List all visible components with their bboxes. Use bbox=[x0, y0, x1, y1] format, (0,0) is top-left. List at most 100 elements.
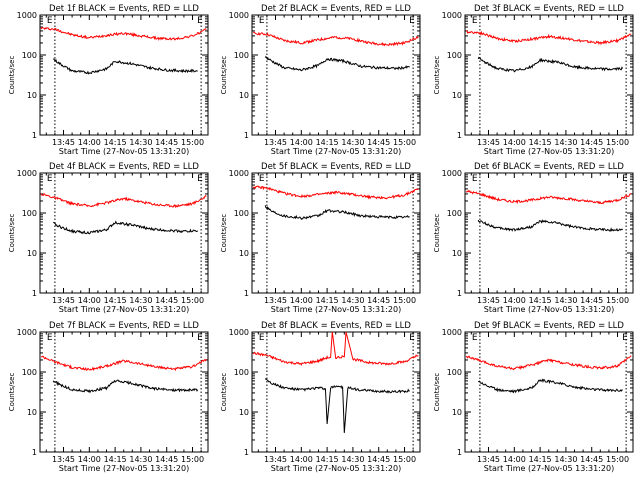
event-marker-label: E bbox=[259, 333, 265, 343]
events-series-line bbox=[264, 378, 410, 433]
chart-panel-1: Det 1f BLACK = Events, RED = LLD 1 10 100 10… bbox=[8, 4, 209, 156]
y-tick-label: 10 bbox=[239, 249, 249, 258]
y-tick-label: 1000 bbox=[229, 169, 249, 178]
x-axis-label: Start Time (27-Nov-05 13:31:20) bbox=[59, 305, 189, 314]
chart-panel-3: Det 3f BLACK = Events, RED = LLD 1 10 100 10… bbox=[433, 4, 634, 156]
x-tick-label: 14:30 bbox=[341, 455, 364, 464]
x-tick-label: 13:45 bbox=[264, 455, 287, 464]
y-axis-label: Counts/sec bbox=[8, 373, 16, 412]
x-tick-label: 14:00 bbox=[290, 296, 313, 305]
x-tick-label: 14:15 bbox=[104, 296, 127, 305]
events-series-line bbox=[478, 378, 623, 394]
panel-title: Det 2f BLACK = Events, RED = LLD bbox=[261, 4, 411, 14]
x-tick-label: 14:30 bbox=[129, 455, 152, 464]
event-marker-label: E bbox=[472, 333, 478, 343]
x-tick-label: 13:45 bbox=[477, 296, 500, 305]
y-tick-label: 10 bbox=[239, 408, 249, 417]
event-marker-label: E bbox=[197, 333, 203, 343]
x-tick-label: 13:45 bbox=[52, 455, 75, 464]
y-tick-label: 100 bbox=[447, 209, 462, 218]
panel-title: Det 6f BLACK = Events, RED = LLD bbox=[474, 162, 624, 172]
y-tick-label: 1000 bbox=[442, 328, 462, 337]
y-tick-label: 1 bbox=[32, 448, 37, 457]
lld-series-line bbox=[40, 26, 207, 41]
y-tick-label: 1000 bbox=[442, 11, 462, 20]
y-tick-label: 1 bbox=[457, 131, 462, 140]
event-marker-label: E bbox=[197, 174, 203, 184]
y-tick-label: 1 bbox=[244, 131, 249, 140]
y-tick-label: 1000 bbox=[229, 328, 249, 337]
x-tick-label: 14:45 bbox=[580, 138, 603, 147]
x-tick-label: 14:15 bbox=[104, 138, 127, 147]
y-axis-label: Counts/sec bbox=[220, 56, 228, 95]
lld-series-line bbox=[252, 185, 419, 200]
panel-title: Det 4f BLACK = Events, RED = LLD bbox=[49, 162, 199, 172]
events-series-line bbox=[477, 56, 624, 73]
x-tick-label: 14:45 bbox=[155, 455, 178, 464]
y-tick-label: 1 bbox=[457, 448, 462, 457]
x-tick-label: 14:00 bbox=[78, 296, 101, 305]
y-tick-label: 1000 bbox=[17, 11, 37, 20]
x-tick-label: 13:45 bbox=[477, 455, 500, 464]
x-axis-label: Start Time (27-Nov-05 13:31:20) bbox=[271, 464, 401, 473]
event-marker-label: E bbox=[622, 333, 628, 343]
lld-series-line bbox=[465, 189, 632, 205]
y-tick-label: 1000 bbox=[17, 169, 37, 178]
x-tick-label: 14:15 bbox=[529, 455, 552, 464]
y-tick-label: 100 bbox=[447, 368, 462, 377]
y-tick-label: 100 bbox=[22, 51, 37, 60]
event-marker-label: E bbox=[259, 16, 265, 26]
x-tick-label: 14:00 bbox=[503, 296, 526, 305]
y-axis-label: Counts/sec bbox=[433, 373, 441, 412]
x-tick-label: 14:15 bbox=[316, 138, 339, 147]
x-tick-label: 15:00 bbox=[606, 138, 629, 147]
event-marker-label: E bbox=[47, 333, 53, 343]
x-tick-label: 14:15 bbox=[316, 455, 339, 464]
x-tick-label: 13:45 bbox=[52, 138, 75, 147]
x-tick-label: 15:00 bbox=[181, 296, 204, 305]
chart-panel-6: Det 6f BLACK = Events, RED = LLD 1 10 100 10… bbox=[433, 162, 634, 314]
y-axis-label: Counts/sec bbox=[220, 214, 228, 253]
x-tick-label: 14:15 bbox=[529, 138, 552, 147]
panel-title: Det 1f BLACK = Events, RED = LLD bbox=[49, 4, 199, 14]
x-tick-label: 14:45 bbox=[580, 296, 603, 305]
chart-panel-8: Det 8f BLACK = Events, RED = LLD 1 10 100 10… bbox=[220, 321, 421, 473]
plot-frame bbox=[464, 331, 634, 453]
events-series-line bbox=[264, 205, 410, 220]
x-tick-label: 14:45 bbox=[155, 138, 178, 147]
x-axis-label: Start Time (27-Nov-05 13:31:20) bbox=[59, 147, 189, 156]
x-axis-label: Start Time (27-Nov-05 13:31:20) bbox=[59, 464, 189, 473]
x-tick-label: 14:00 bbox=[290, 138, 313, 147]
y-tick-label: 10 bbox=[27, 249, 37, 258]
y-tick-label: 100 bbox=[234, 209, 249, 218]
y-tick-label: 10 bbox=[239, 91, 249, 100]
x-tick-label: 14:30 bbox=[129, 296, 152, 305]
lld-series-line bbox=[252, 31, 419, 47]
y-tick-label: 10 bbox=[27, 408, 37, 417]
x-tick-label: 14:45 bbox=[155, 296, 178, 305]
y-tick-label: 10 bbox=[452, 91, 462, 100]
y-tick-label: 100 bbox=[234, 51, 249, 60]
x-tick-label: 14:45 bbox=[367, 296, 390, 305]
x-tick-label: 15:00 bbox=[393, 296, 416, 305]
y-tick-label: 10 bbox=[452, 408, 462, 417]
y-axis-label: Counts/sec bbox=[220, 373, 228, 412]
y-tick-label: 1000 bbox=[229, 11, 249, 20]
x-tick-label: 14:00 bbox=[503, 455, 526, 464]
event-marker-label: E bbox=[197, 16, 203, 26]
x-tick-label: 15:00 bbox=[181, 138, 204, 147]
y-tick-label: 10 bbox=[452, 249, 462, 258]
events-series-line bbox=[53, 220, 199, 235]
x-axis-label: Start Time (27-Nov-05 13:31:20) bbox=[484, 305, 614, 314]
x-tick-label: 13:45 bbox=[52, 296, 75, 305]
events-series-line bbox=[264, 55, 410, 72]
event-marker-label: E bbox=[472, 16, 478, 26]
y-tick-label: 1 bbox=[32, 131, 37, 140]
y-tick-label: 1 bbox=[244, 289, 249, 298]
y-tick-label: 1 bbox=[32, 289, 37, 298]
x-tick-label: 14:45 bbox=[367, 138, 390, 147]
lld-series-line bbox=[465, 30, 632, 46]
plot-frame bbox=[251, 331, 421, 453]
x-tick-label: 14:45 bbox=[580, 455, 603, 464]
